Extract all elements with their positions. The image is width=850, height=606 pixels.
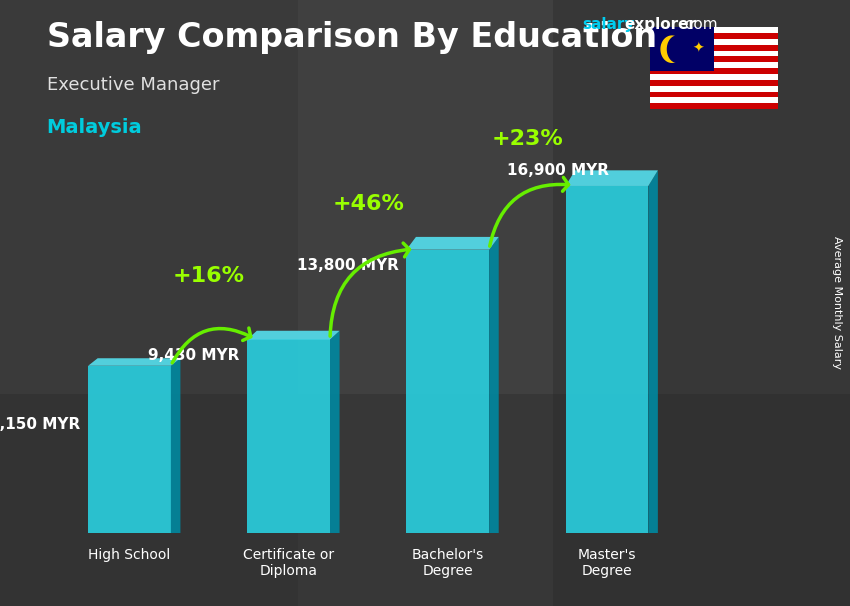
- Text: Master's
Degree: Master's Degree: [578, 548, 636, 578]
- Polygon shape: [88, 358, 180, 366]
- Text: Malaysia: Malaysia: [47, 118, 142, 137]
- Text: +16%: +16%: [173, 267, 245, 287]
- Polygon shape: [565, 170, 658, 186]
- Text: +46%: +46%: [332, 195, 404, 215]
- Bar: [650, 27, 714, 71]
- Text: ✦: ✦: [693, 42, 705, 56]
- Text: Bachelor's
Degree: Bachelor's Degree: [411, 548, 484, 578]
- Text: Average Monthly Salary: Average Monthly Salary: [832, 236, 842, 370]
- Bar: [650, 27, 778, 33]
- Bar: [0, 394, 850, 606]
- Polygon shape: [489, 237, 499, 533]
- Polygon shape: [247, 331, 339, 339]
- Polygon shape: [171, 358, 180, 533]
- Text: explorer: explorer: [625, 17, 697, 32]
- Bar: [650, 92, 778, 98]
- Text: .com: .com: [680, 17, 717, 32]
- Bar: [650, 68, 778, 74]
- Text: Certificate or
Diploma: Certificate or Diploma: [243, 548, 334, 578]
- Text: 9,430 MYR: 9,430 MYR: [148, 348, 240, 363]
- Bar: [650, 56, 778, 62]
- Bar: [650, 33, 778, 39]
- Text: +23%: +23%: [491, 128, 564, 148]
- Bar: [650, 98, 778, 103]
- Text: Executive Manager: Executive Manager: [47, 76, 219, 94]
- Bar: [650, 39, 778, 45]
- Bar: [0, 0, 298, 606]
- Polygon shape: [667, 36, 687, 62]
- Polygon shape: [330, 331, 339, 533]
- Bar: [650, 80, 778, 85]
- Text: salary: salary: [582, 17, 635, 32]
- Bar: [650, 62, 778, 68]
- Bar: [650, 51, 778, 56]
- Bar: [650, 74, 778, 80]
- Polygon shape: [88, 366, 171, 533]
- Text: 8,150 MYR: 8,150 MYR: [0, 417, 80, 432]
- Bar: [650, 45, 778, 51]
- Text: 13,800 MYR: 13,800 MYR: [297, 258, 399, 273]
- Polygon shape: [565, 186, 649, 533]
- Polygon shape: [406, 237, 499, 250]
- Polygon shape: [661, 36, 683, 62]
- Bar: [650, 85, 778, 92]
- Bar: [552, 0, 850, 606]
- Text: High School: High School: [88, 548, 171, 562]
- Polygon shape: [247, 339, 330, 533]
- Polygon shape: [406, 250, 489, 533]
- Text: 16,900 MYR: 16,900 MYR: [507, 163, 609, 178]
- Text: Salary Comparison By Education: Salary Comparison By Education: [47, 21, 657, 54]
- Polygon shape: [649, 170, 658, 533]
- Bar: [650, 103, 778, 109]
